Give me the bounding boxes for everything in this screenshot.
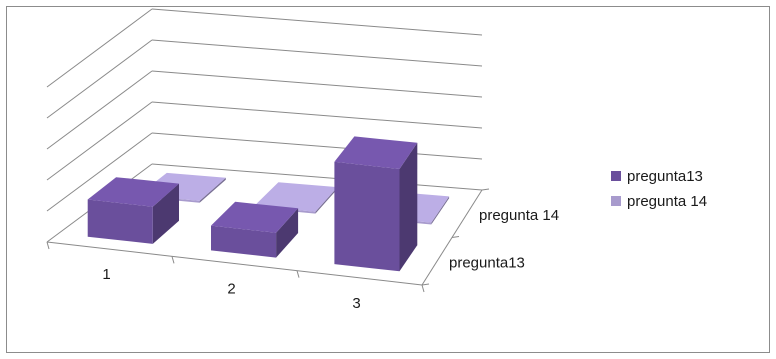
chart-frame: 1 2 3 pregunta13 pregunta 14 pregunta13 pregu… xyxy=(6,6,770,353)
bar-top xyxy=(211,201,299,233)
bar-pregunta13-1 xyxy=(87,177,179,244)
bar-side xyxy=(431,196,450,225)
bar-side xyxy=(199,177,226,203)
legend-swatch xyxy=(611,196,621,206)
gridline-back xyxy=(151,132,483,160)
bar-side xyxy=(399,142,418,272)
floor-front-edge xyxy=(46,241,423,286)
gridline-back xyxy=(151,39,483,67)
depth-tick xyxy=(481,188,490,191)
x-tick xyxy=(421,284,425,293)
x-tick-label: 2 xyxy=(227,281,235,298)
depth-tick-label: pregunta 14 xyxy=(479,207,559,224)
bar-side xyxy=(152,183,179,244)
chart-bars xyxy=(87,136,450,272)
gridline-back xyxy=(151,8,483,36)
gridline-back xyxy=(151,70,483,98)
bar-top xyxy=(334,136,418,169)
gridline-side xyxy=(46,70,153,150)
bar-pregunta13-3 xyxy=(334,136,418,272)
bar-top xyxy=(87,177,179,207)
legend-label: pregunta 14 xyxy=(627,193,707,210)
x-tick xyxy=(296,270,300,278)
gridline-side xyxy=(46,39,153,119)
bar-pregunta13-2 xyxy=(211,201,299,258)
x-tick xyxy=(46,241,50,250)
x-tick-label: 3 xyxy=(352,295,360,312)
depth-tick xyxy=(451,236,460,238)
x-tick xyxy=(171,256,175,264)
bar-front xyxy=(211,225,277,258)
depth-tick xyxy=(421,283,430,286)
bar-side xyxy=(315,187,338,214)
bar-front xyxy=(87,199,153,244)
gridline-back xyxy=(151,163,483,191)
chart-walls xyxy=(46,8,490,293)
gridline-side xyxy=(46,132,153,212)
depth-tick-label: pregunta13 xyxy=(449,254,525,271)
chart-labels: 1 2 3 pregunta13 pregunta 14 xyxy=(102,207,559,312)
bar-front xyxy=(334,161,400,272)
legend-label: pregunta13 xyxy=(627,168,703,185)
legend-swatch xyxy=(611,171,621,181)
gridline-side xyxy=(46,8,153,88)
bar-side xyxy=(276,208,299,258)
gridline-side xyxy=(46,101,153,181)
gridline-back xyxy=(151,101,483,129)
bar-top xyxy=(254,182,338,212)
legend: pregunta13 pregunta 14 xyxy=(611,168,707,210)
x-tick-label: 1 xyxy=(102,266,110,283)
